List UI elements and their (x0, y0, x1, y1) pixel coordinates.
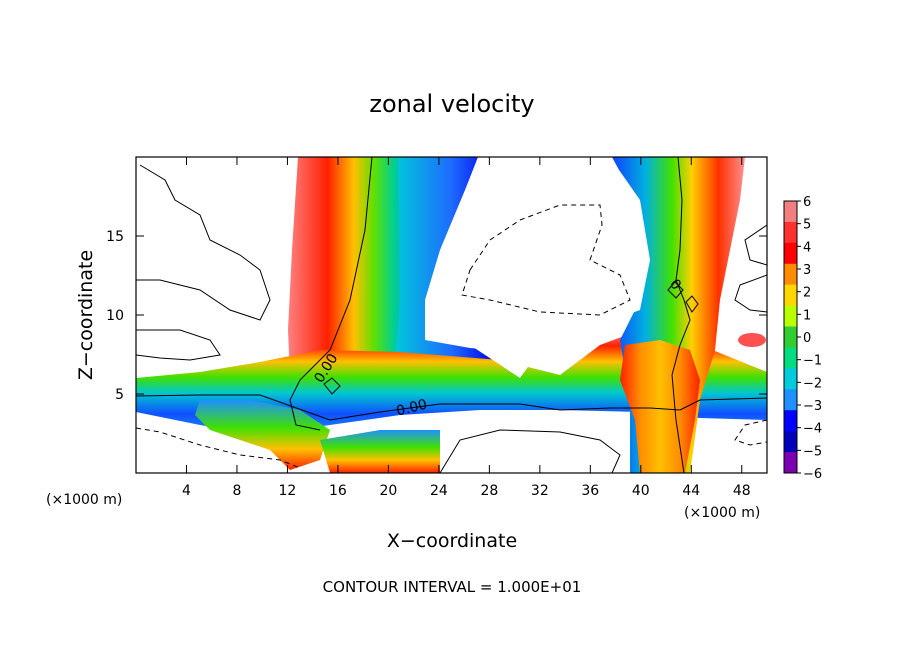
field-right-plume (620, 340, 700, 473)
colorbar-swatch (784, 326, 797, 348)
x-unit-right: (×1000 m) (684, 505, 760, 521)
contour-label-2: 0.00 (395, 397, 429, 420)
contour-small-loop-2 (685, 295, 699, 313)
colorbar-swatch (784, 347, 797, 369)
colorbar-label: −4 (803, 422, 822, 437)
x-tick-label: 24 (430, 483, 448, 499)
x-tick-label: 40 (632, 483, 650, 499)
x-tick-label: 12 (279, 483, 297, 499)
x-axis-ticks: 4 8 12 16 20 24 28 32 36 40 44 48 (182, 157, 751, 499)
field-lower-left (195, 400, 330, 470)
contour-right-edge (734, 274, 767, 313)
x-unit-left: (×1000 m) (46, 492, 122, 508)
y-tick-label: 10 (106, 308, 124, 324)
x-tick-label: 8 (232, 483, 241, 499)
y-tick-label: 15 (106, 229, 124, 245)
colorbar-swatch (784, 452, 797, 474)
x-tick-label: 16 (329, 483, 347, 499)
x-tick-label: 48 (733, 483, 751, 499)
contour-dashed-core (461, 204, 631, 316)
colorbar-swatch (784, 368, 797, 390)
colorbar-swatch (784, 410, 797, 432)
contour-bottom-mid (439, 429, 621, 473)
colorbar-swatch (784, 431, 797, 453)
field-bottom-streak (320, 430, 440, 473)
contour-topleft (136, 164, 271, 321)
colorbar-swatch (784, 284, 797, 307)
field-white-core (435, 157, 650, 378)
x-axis-label: X−coordinate (387, 530, 517, 552)
contour-loop-left (323, 377, 341, 395)
contour-dashed-bottomleft (136, 427, 301, 469)
contours-dashed (136, 204, 767, 469)
field-center-tongue (395, 157, 520, 390)
velocity-field: 0.00 0.00 0 (136, 157, 767, 473)
contour-dashed-right (734, 419, 767, 446)
colorbar-label: −6 (803, 467, 822, 482)
x-tick-label: 36 (581, 483, 599, 499)
x-tick-label: 20 (379, 483, 397, 499)
colorbar-swatch (784, 305, 797, 328)
colorbar-swatch (784, 221, 797, 244)
colorbar-swatch (784, 389, 797, 411)
colorbar: 6 5 4 3 2 1 0 −1 −2 −3 −4 −5 −6 (783, 195, 822, 482)
colorbar-label: −1 (803, 354, 822, 369)
contour-interval: CONTOUR INTERVAL = 1.000E+01 (323, 578, 582, 596)
field-left-jet (288, 157, 420, 375)
colorbar-label: 1 (803, 308, 811, 323)
colorbar-label: 2 (803, 286, 811, 301)
colorbar-label: 4 (803, 240, 811, 255)
y-axis-ticks: 5 10 15 (106, 229, 767, 403)
x-tick-label: 28 (480, 483, 498, 499)
chart-title: zonal velocity (369, 90, 534, 118)
field-right-patch (738, 333, 766, 347)
contour-midleft (136, 329, 221, 361)
colorbar-swatch (784, 263, 797, 286)
colorbar-label: 6 (803, 195, 811, 210)
x-tick-label: 4 (182, 483, 191, 499)
colorbar-label: −2 (803, 376, 822, 391)
colorbar-swatch (784, 201, 797, 223)
contours-solid (136, 157, 767, 473)
contour-right-upper (744, 224, 767, 266)
y-axis-label: Z−coordinate (75, 250, 97, 380)
x-tick-label: 44 (682, 483, 700, 499)
contour-left-zero (289, 157, 373, 431)
colorbar-label: 0 (803, 331, 811, 346)
contour-right-zero (671, 157, 691, 473)
colorbar-label: −5 (803, 444, 822, 459)
contour-small-loop (667, 281, 684, 299)
colorbar-swatch (784, 242, 797, 265)
y-tick-label: 5 (115, 387, 124, 403)
colorbar-label: 5 (803, 218, 811, 233)
contour-band-zero (136, 394, 767, 421)
colorbar-label: 3 (803, 263, 811, 278)
colorbar-label: −3 (803, 399, 822, 414)
x-tick-label: 32 (531, 483, 549, 499)
